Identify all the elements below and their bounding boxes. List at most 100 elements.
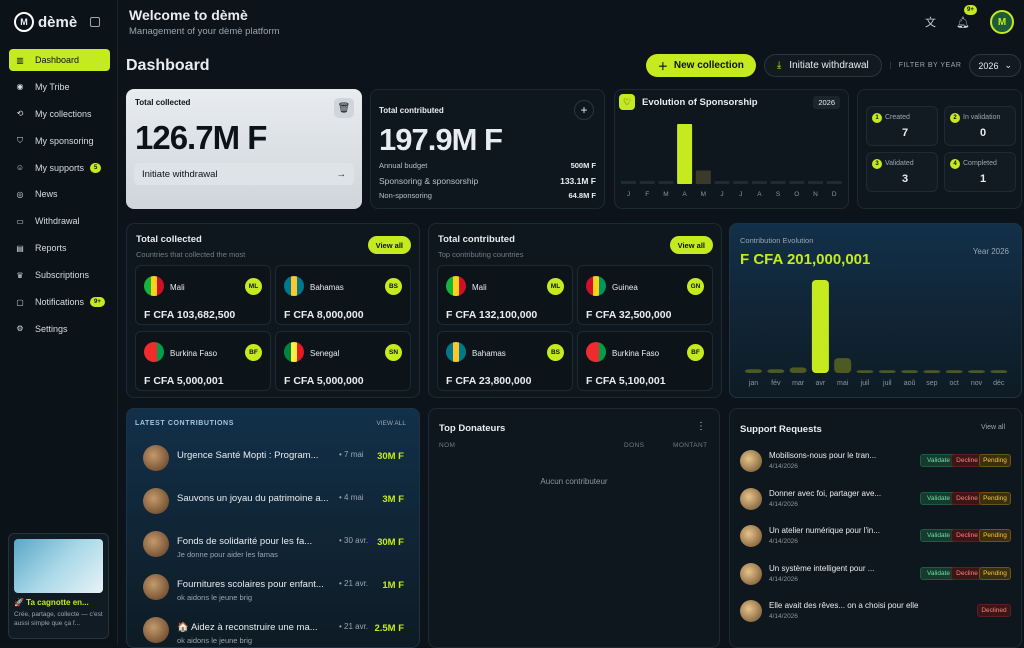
- sidebar-item-withdrawal[interactable]: ▭ Withdrawal: [9, 210, 110, 232]
- add-icon[interactable]: +: [574, 100, 594, 120]
- chart-bar[interactable]: [878, 370, 896, 373]
- contribution-date: • 4 mai: [339, 493, 364, 502]
- non-sponsoring-label: Non-sponsoring: [379, 191, 432, 200]
- logo-mark: M: [14, 12, 34, 32]
- chart-bar[interactable]: [856, 370, 874, 373]
- sidebar-item-label: Settings: [35, 323, 68, 334]
- promo-card[interactable]: 🚀 Ta cagnotte en... Crée, partage, colle…: [8, 533, 109, 639]
- support-view-all-link[interactable]: View all: [981, 424, 1005, 431]
- status-tile-completed[interactable]: 4 Completed 1: [944, 152, 1016, 192]
- chart-bar[interactable]: [767, 369, 785, 373]
- country-amount: F CFA 5,100,001: [586, 375, 666, 387]
- sidebar-item-label: Notifications: [35, 297, 85, 308]
- country-card-bs[interactable]: Bahamas BS F CFA 8,000,000: [275, 265, 411, 325]
- contribution-amount: 1M F: [382, 580, 404, 591]
- bell-icon[interactable]: 🔔︎ 9+: [956, 4, 977, 29]
- chart-bar[interactable]: [968, 370, 985, 373]
- collected-countries-subtitle: Countries that collected the most: [136, 250, 246, 259]
- country-card-bs[interactable]: Bahamas BS F CFA 23,800,000: [437, 331, 573, 391]
- contribution-item[interactable]: Sauvons un joyau du patrimoine a... • 4 m…: [143, 486, 404, 516]
- latest-view-all-link[interactable]: VIEW ALL: [376, 420, 406, 427]
- translate-icon[interactable]: 文: [925, 17, 937, 29]
- non-sponsoring-value: 64.8M F: [568, 191, 596, 200]
- crown-icon: ♛: [16, 270, 24, 280]
- chart-bar[interactable]: [695, 170, 711, 184]
- card-withdrawal-button[interactable]: Initiate withdrawal →: [134, 163, 354, 185]
- sidebar-item-label: My Tribe: [35, 81, 70, 92]
- country-code-badge: BS: [385, 278, 402, 295]
- chart-bar[interactable]: [990, 370, 1008, 373]
- chart-bar[interactable]: [901, 370, 919, 373]
- country-amount: F CFA 5,000,000: [284, 375, 364, 387]
- contributing-view-all-button[interactable]: View all: [669, 236, 713, 254]
- chart-bar[interactable]: [834, 358, 852, 373]
- sidebar-item-label: My sponsoring: [35, 135, 94, 146]
- support-title: Support Requests: [740, 424, 822, 435]
- country-card-bf[interactable]: Burkina Faso BF F CFA 5,000,001: [135, 331, 271, 391]
- decline-button[interactable]: Decline: [951, 566, 983, 580]
- support-request-row[interactable]: Donner avec foi, partager ave... 4/14/202…: [740, 487, 1011, 517]
- app-logo[interactable]: M dèmè: [14, 12, 77, 32]
- country-code-badge: GN: [687, 278, 704, 295]
- pending-badge: Pending: [979, 529, 1011, 542]
- sidebar-item-reports[interactable]: ▤ Reports: [9, 237, 110, 259]
- sidebar-item-my-collections[interactable]: ⟲ My collections: [9, 103, 110, 125]
- total-contributed-card: Total contributed + 197.9M F Annual budg…: [370, 89, 605, 209]
- contribution-message: Je donne pour aider les famas: [177, 550, 278, 559]
- more-vertical-icon[interactable]: ⋮: [696, 421, 706, 432]
- chart-bar[interactable]: [923, 370, 941, 373]
- sidebar-item-my-supports[interactable]: ☺ My supports 5: [9, 157, 110, 179]
- sidebar-item-my-sponsoring[interactable]: ⛉ My sponsoring: [9, 130, 110, 152]
- chart-bar[interactable]: [945, 370, 963, 373]
- support-request-row[interactable]: Un système intelligent pour ... 4/14/2026…: [740, 562, 1011, 592]
- country-amount: F CFA 5,000,001: [144, 375, 224, 387]
- initiate-withdrawal-button[interactable]: ⤓ Initiate withdrawal: [763, 54, 882, 77]
- contribution-amount: 2.5M F: [374, 623, 404, 634]
- status-tile-validated[interactable]: 3 Validated 3: [866, 152, 938, 192]
- contribution-item[interactable]: Urgence Santé Mopti : Program... • 7 mai 3…: [143, 443, 404, 473]
- chart-tick-label: avr: [816, 380, 826, 387]
- request-title: Mobilisons-nous pour le tran...: [769, 451, 877, 460]
- chart-bar[interactable]: [745, 369, 762, 373]
- contribution-item[interactable]: Fonds de solidarité pour les fa... • 30 a…: [143, 529, 404, 559]
- support-request-row[interactable]: Un atelier numérique pour l'in... 4/14/20…: [740, 524, 1011, 554]
- contribution-date: • 7 mai: [339, 450, 364, 459]
- sidebar-item-dashboard[interactable]: ▥ Dashboard: [9, 49, 110, 71]
- contribution-name: Urgence Santé Mopti : Program...: [177, 450, 319, 461]
- country-card-ml[interactable]: Mali ML F CFA 132,100,000: [437, 265, 573, 325]
- collected-view-all-button[interactable]: View all: [367, 236, 411, 254]
- support-request-row[interactable]: Mobilisons-nous pour le tran... 4/14/2026…: [740, 449, 1011, 479]
- country-card-ml[interactable]: Mali ML F CFA 103,682,500: [135, 265, 271, 325]
- sidebar-item-my-tribe[interactable]: ◉ My Tribe: [9, 76, 110, 98]
- chart-tick-label: oct: [950, 380, 959, 387]
- sidebar-item-news[interactable]: ◎ News: [9, 183, 110, 205]
- country-card-gn[interactable]: Guinea GN F CFA 32,500,000: [577, 265, 713, 325]
- flag-icon: [284, 342, 304, 362]
- status-tile-created[interactable]: 1 Created 7: [866, 106, 938, 146]
- status-number-badge: 2: [950, 113, 960, 123]
- chart-bar[interactable]: [789, 367, 807, 373]
- trash-icon[interactable]: 🗑︎: [334, 98, 354, 118]
- chart-tick-label: M: [663, 191, 668, 198]
- chart-bar[interactable]: [677, 124, 693, 184]
- sidebar-item-subscriptions[interactable]: ♛ Subscriptions: [9, 264, 110, 286]
- validate-button[interactable]: Validate: [920, 454, 957, 467]
- sidebar-item-settings[interactable]: ⚙ Settings: [9, 318, 110, 340]
- contribution-item[interactable]: 🏠 Aidez à reconstruire une ma... • 21 avr…: [143, 615, 404, 645]
- country-card-bf[interactable]: Burkina Faso BF F CFA 5,100,001: [577, 331, 713, 391]
- new-collection-button[interactable]: ＋ New collection: [645, 54, 756, 77]
- chart-bar[interactable]: [811, 280, 829, 373]
- budget-row: Annual budget 500M F: [379, 161, 596, 170]
- support-request-row[interactable]: Elle avait des rêves... on a choisi pour…: [740, 599, 1011, 629]
- contribution-item[interactable]: Fournitures scolaires pour enfant... • 21…: [143, 572, 404, 602]
- request-title: Un système intelligent pour ...: [769, 563, 875, 573]
- user-avatar[interactable]: M: [990, 10, 1014, 34]
- sidebar-item-notifications[interactable]: ▢ Notifications 9+: [9, 291, 110, 313]
- sidebar-item-label: Reports: [35, 243, 67, 254]
- sidebar-collapse-icon[interactable]: [90, 17, 100, 27]
- year-select[interactable]: 2026 ⌄: [969, 54, 1021, 77]
- support-requests-card: Support Requests View all Mobilisons-nou…: [729, 408, 1022, 648]
- status-tile-in-validation[interactable]: 2 In validation 0: [944, 106, 1016, 146]
- sponsorship-card: ♡ Evolution of Sponsorship 2026 J F M A M J J A…: [614, 89, 849, 209]
- country-card-sn[interactable]: Senegal SN F CFA 5,000,000: [275, 331, 411, 391]
